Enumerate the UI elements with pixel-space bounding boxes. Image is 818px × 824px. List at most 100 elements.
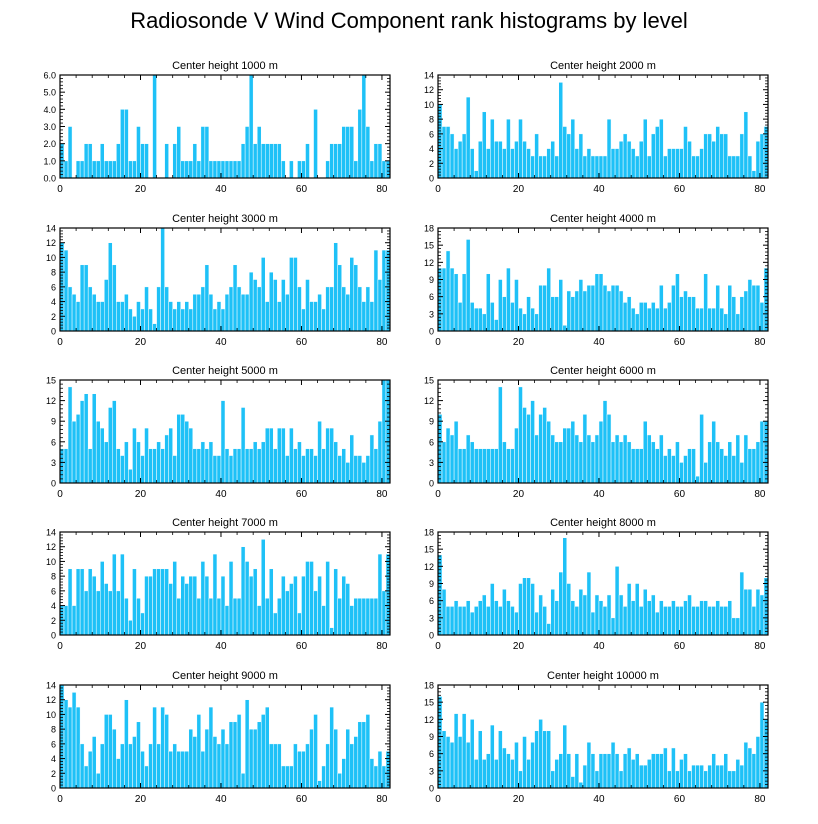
- panel-title: Center height 10000 m: [547, 670, 659, 682]
- histogram-bar: [582, 290, 588, 332]
- histogram-bar: [180, 308, 186, 332]
- histogram-bar: [220, 400, 226, 484]
- histogram-bar: [260, 143, 266, 179]
- histogram-bar: [614, 284, 620, 332]
- histogram-bar: [606, 594, 612, 636]
- y-tick-label: 6: [51, 437, 56, 447]
- histogram-bar: [502, 588, 507, 636]
- histogram-bar: [224, 743, 230, 789]
- histogram-bar: [534, 313, 539, 332]
- histogram-bar: [365, 714, 371, 789]
- histogram-bar: [622, 302, 628, 332]
- histogram-bar: [667, 148, 672, 179]
- histogram-bar: [630, 600, 636, 636]
- histogram-bar: [192, 736, 198, 789]
- y-tick-label: 14: [46, 681, 56, 691]
- histogram-bar: [236, 714, 242, 789]
- histogram-bar: [590, 753, 596, 789]
- histogram-bar: [128, 308, 133, 332]
- histogram-bar: [747, 588, 753, 636]
- histogram-bar: [502, 296, 507, 332]
- histogram-bar: [252, 568, 258, 636]
- histogram-bar: [731, 296, 737, 332]
- histogram-bar: [731, 617, 737, 636]
- panel-title: Center height 5000 m: [172, 365, 278, 377]
- y-tick-label: 12: [424, 396, 434, 406]
- y-tick-label: 6: [429, 749, 434, 759]
- histogram-bar: [232, 721, 238, 789]
- histogram-bar: [104, 160, 109, 179]
- histogram-bar: [180, 160, 186, 179]
- histogram-bar: [277, 743, 282, 789]
- histogram-bar: [132, 568, 137, 636]
- histogram-bar: [301, 160, 306, 179]
- histogram-bar: [87, 143, 93, 179]
- histogram-bar: [699, 148, 704, 179]
- histogram-bar: [711, 753, 716, 789]
- x-tick-label: 40: [593, 184, 605, 195]
- histogram-bar: [550, 770, 555, 789]
- histogram-bar: [739, 133, 745, 179]
- histogram-bar: [281, 279, 286, 332]
- histogram-bar: [494, 448, 499, 484]
- histogram-bar: [337, 455, 342, 484]
- y-tick-label: 1.0: [43, 156, 56, 166]
- histogram-bar: [91, 393, 97, 484]
- histogram-bar: [703, 273, 708, 332]
- histogram-bar: [630, 448, 636, 484]
- y-tick-label: 0: [429, 174, 434, 184]
- histogram-bar: [542, 730, 547, 789]
- histogram-bar: [546, 730, 551, 789]
- histogram-bar: [711, 307, 716, 332]
- histogram-bar: [477, 600, 483, 636]
- y-tick-label: 3: [429, 309, 434, 319]
- y-tick-label: 6: [429, 437, 434, 447]
- histogram-bar: [630, 307, 636, 332]
- histogram-bar: [136, 301, 141, 332]
- histogram-bar: [699, 600, 704, 636]
- histogram-bar: [510, 148, 515, 179]
- y-tick-label: 0: [429, 327, 434, 337]
- histogram-bar: [683, 753, 688, 789]
- histogram-bar: [759, 701, 765, 789]
- histogram-bar: [200, 126, 206, 179]
- histogram-bar: [562, 537, 568, 636]
- histogram-bar: [180, 750, 186, 789]
- y-tick-label: 18: [424, 681, 434, 691]
- histogram-bar: [216, 455, 222, 484]
- histogram-bar: [735, 759, 741, 789]
- histogram-bar: [232, 264, 238, 332]
- histogram-bar: [582, 764, 588, 789]
- histogram-bar: [675, 273, 680, 332]
- histogram-bar: [116, 758, 121, 789]
- histogram-panel-5: Center height 5000 m 0 20 40 60 80 0 3 6 9 12 15: [46, 365, 391, 500]
- histogram-bar: [739, 462, 745, 484]
- histogram-bar: [699, 414, 704, 484]
- histogram-bar: [642, 302, 648, 332]
- histogram-bar: [651, 753, 656, 789]
- histogram-bar: [228, 561, 234, 636]
- histogram-bar: [642, 420, 648, 484]
- histogram-bar: [554, 296, 559, 332]
- histogram-bar: [124, 109, 129, 179]
- histogram-bar: [562, 427, 568, 484]
- histogram-bar: [124, 699, 129, 789]
- histogram-bar: [87, 750, 93, 789]
- histogram-bar: [136, 126, 141, 179]
- histogram-bar: [679, 606, 684, 636]
- histogram-bar: [727, 600, 733, 636]
- x-tick-label: 0: [57, 489, 63, 500]
- histogram-bar: [188, 308, 194, 332]
- histogram-bar: [667, 770, 672, 789]
- histogram-bar: [365, 286, 371, 332]
- x-tick-label: 40: [215, 641, 227, 652]
- histogram-bar: [353, 160, 359, 179]
- histogram-bar: [301, 575, 306, 636]
- histogram-bar: [538, 414, 543, 484]
- histogram-bar: [473, 307, 479, 332]
- histogram-bar: [120, 455, 125, 484]
- histogram-bar: [711, 140, 716, 179]
- histogram-bar: [305, 143, 310, 179]
- histogram-bar: [75, 414, 81, 484]
- histogram-bar: [510, 606, 515, 636]
